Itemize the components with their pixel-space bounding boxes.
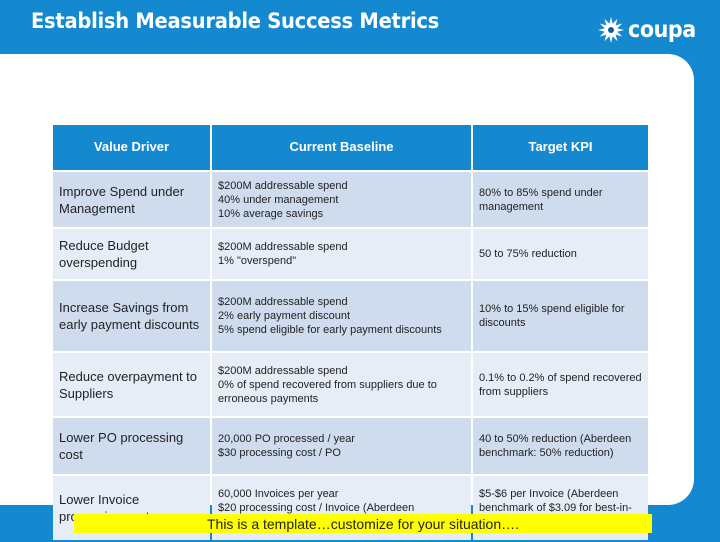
baseline-cell: 20,000 PO processed / year $30 processin… (212, 418, 471, 474)
baseline-line: $200M addressable spend (218, 179, 348, 192)
target-kpi-cell: 50 to 75% reduction (473, 229, 648, 279)
column-header-current-baseline: Current Baseline (212, 125, 471, 170)
column-header-value-driver: Value Driver (53, 125, 210, 170)
slide-content-area: Value Driver Current Baseline Target KPI… (0, 54, 694, 540)
baseline-line: 0% of spend recovered from suppliers due… (218, 378, 437, 405)
coupa-logo: coupa (596, 14, 703, 46)
baseline-line: $200M addressable spend (218, 296, 348, 308)
value-driver-cell: Reduce Budget overspending (53, 229, 210, 279)
baseline-line: 40% under management (218, 193, 339, 206)
baseline-line: $30 processing cost / PO (218, 447, 341, 459)
logo-wordmark: coupa (628, 17, 696, 43)
column-header-target-kpi: Target KPI (473, 125, 648, 170)
baseline-cell: $200M addressable spend 1% "overspend" (212, 229, 471, 279)
slide-title: Establish Measurable Success Metrics (31, 9, 440, 33)
table-header-row: Value Driver Current Baseline Target KPI (53, 125, 648, 170)
baseline-line: 60,000 Invoices per year (218, 488, 339, 500)
value-driver-cell: Increase Savings from early payment disc… (53, 281, 210, 351)
baseline-cell: $200M addressable spend 40% under manage… (212, 172, 471, 227)
table-row: Reduce overpayment to Suppliers $200M ad… (53, 353, 648, 416)
baseline-cell: $200M addressable spend 2% early payment… (212, 281, 471, 351)
baseline-line: 5% spend eligible for early payment disc… (218, 324, 442, 336)
success-metrics-table: Value Driver Current Baseline Target KPI… (51, 123, 650, 542)
slide-header: Establish Measurable Success Metrics (0, 0, 720, 54)
value-driver-cell: Improve Spend under Management (53, 172, 210, 227)
table-row: Increase Savings from early payment disc… (53, 281, 648, 351)
baseline-line: $200M addressable spend (218, 241, 348, 253)
coupa-starburst-icon (598, 17, 624, 43)
baseline-line: $200M addressable spend (218, 364, 348, 377)
target-kpi-cell: 40 to 50% reduction (Aberdeen benchmark:… (473, 418, 648, 474)
table-row: Improve Spend under Management $200M add… (53, 172, 648, 227)
target-kpi-cell: 80% to 85% spend under management (473, 172, 648, 227)
table-row: Reduce Budget overspending $200M address… (53, 229, 648, 279)
baseline-cell: $200M addressable spend 0% of spend reco… (212, 353, 471, 416)
target-kpi-cell: 10% to 15% spend eligible for discounts (473, 281, 648, 351)
baseline-line: 10% average savings (218, 207, 324, 220)
baseline-line: 2% early payment discount (218, 310, 351, 322)
value-driver-cell: Reduce overpayment to Suppliers (53, 353, 210, 416)
baseline-line: 1% "overspend" (218, 255, 297, 267)
template-notice-banner: This is a template…customize for your si… (74, 514, 652, 533)
baseline-line: 20,000 PO processed / year (218, 433, 355, 445)
value-driver-cell: Lower PO processing cost (53, 418, 210, 474)
target-kpi-cell: 0.1% to 0.2% of spend recovered from sup… (473, 353, 648, 416)
table-row: Lower PO processing cost 20,000 PO proce… (53, 418, 648, 474)
